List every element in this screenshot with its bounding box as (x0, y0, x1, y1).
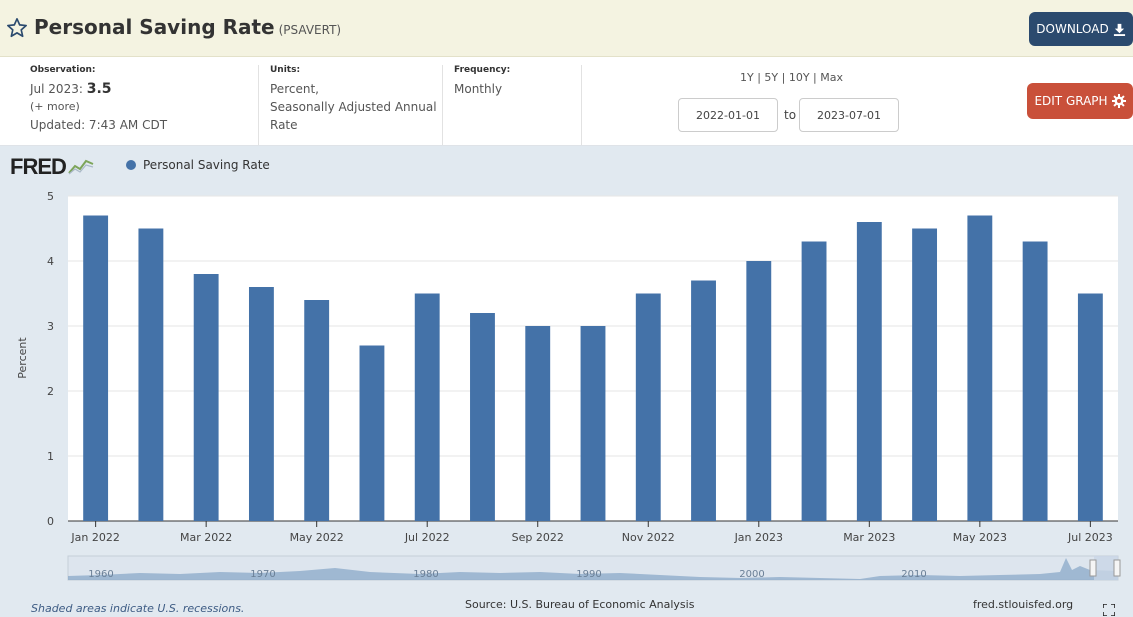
units-label: Units: (270, 65, 301, 75)
bar[interactable] (414, 293, 440, 522)
bar[interactable] (691, 280, 716, 522)
navigator-labels: 1960 1970 1980 1990 2000 2010 (88, 569, 926, 580)
bar[interactable] (470, 313, 495, 521)
y-axis-label: Percent (16, 337, 29, 379)
observation-block: Observation: Jul 2023: 3.5 (+ more) Upda… (30, 65, 250, 145)
bar[interactable] (525, 326, 551, 521)
divider (442, 65, 443, 145)
bar[interactable] (138, 228, 164, 522)
divider (258, 65, 259, 145)
x-axis: Jan 2022 Mar 2022 May 2022 Jul 2022 Sep 2022… (70, 521, 1113, 544)
legend-label: Personal Saving Rate (143, 158, 270, 172)
y-tick-label: 4 (47, 255, 54, 268)
title-bar: Personal Saving Rate (PSAVERT) DOWNLOAD (0, 0, 1133, 57)
navigator-label: 1980 (413, 569, 438, 580)
series-meta: Observation: Jul 2023: 3.5 (+ more) Upda… (0, 57, 1133, 146)
frequency-label: Frequency: (454, 65, 511, 75)
source-text: Source: U.S. Bureau of Economic Analysis (465, 598, 695, 611)
units-block: Units: Percent, Seasonally Adjusted Annu… (270, 65, 440, 145)
navigator-label: 1960 (88, 569, 113, 580)
bar[interactable] (359, 345, 385, 522)
edit-graph-button[interactable]: EDIT GRAPH (1027, 83, 1133, 119)
x-tick-label: May 2022 (290, 531, 344, 544)
recession-note: Shaded areas indicate U.S. recessions. (31, 602, 245, 615)
site-link[interactable]: fred.stlouisfed.org (973, 598, 1074, 611)
observation-date: Jul 2023: (30, 82, 83, 96)
chart-area: FRED Personal Saving Rate 0 1 2 3 4 5 Jan 202… (0, 146, 1133, 617)
observation-value: 3.5 (86, 81, 112, 97)
range-links[interactable]: 1Y | 5Y | 10Y | Max (740, 71, 843, 84)
bar[interactable] (746, 261, 772, 521)
download-label: DOWNLOAD (1036, 22, 1109, 36)
fred-logo-text: FRED (10, 154, 67, 179)
x-tick-label: Jan 2023 (734, 531, 783, 544)
logo-chart-icon (68, 159, 94, 175)
bar[interactable] (912, 228, 938, 522)
download-icon (1113, 23, 1125, 36)
y-tick-label: 2 (47, 385, 54, 398)
y-tick-label: 3 (47, 320, 54, 333)
x-tick-label: Jul 2023 (1067, 531, 1113, 544)
bar[interactable] (193, 274, 219, 521)
bar[interactable] (304, 300, 330, 521)
bar[interactable] (1022, 241, 1048, 522)
x-tick-label: Sep 2022 (512, 531, 564, 544)
series-title: Personal Saving Rate (34, 15, 275, 39)
gear-icon (1111, 94, 1126, 108)
x-tick-label: Jan 2022 (70, 531, 119, 544)
navigator-label: 2010 (901, 569, 926, 580)
page-title: Personal Saving Rate (PSAVERT) (34, 15, 341, 39)
to-label: to (784, 108, 797, 122)
x-tick-label: Nov 2022 (622, 531, 675, 544)
chart-legend[interactable]: Personal Saving Rate (126, 158, 270, 172)
bar[interactable] (580, 326, 606, 521)
updated-time: Updated: 7:43 AM CDT (30, 118, 168, 132)
bar[interactable] (248, 287, 274, 521)
x-tick-label: Mar 2023 (843, 531, 895, 544)
navigator-handle-left[interactable] (1089, 559, 1097, 577)
navigator-label: 2000 (739, 569, 764, 580)
navigator-handle-right[interactable] (1113, 559, 1121, 577)
y-axis: 0 1 2 3 4 5 (47, 190, 54, 528)
more-link[interactable]: (+ more) (30, 100, 80, 113)
x-tick-label: Mar 2022 (180, 531, 232, 544)
divider (581, 65, 582, 145)
end-date-input[interactable]: 2023-07-01 (799, 98, 899, 132)
navigator-label: 1970 (250, 569, 275, 580)
units-line: Seasonally Adjusted Annual (270, 100, 437, 114)
bar[interactable] (635, 293, 661, 522)
bar[interactable] (801, 241, 827, 522)
legend-marker (126, 160, 136, 170)
fred-logo[interactable]: FRED (10, 154, 94, 180)
x-tick-label: May 2023 (953, 531, 1007, 544)
star-icon[interactable] (6, 17, 28, 39)
frequency-block: Frequency: Monthly (454, 65, 574, 145)
expand-icon[interactable] (1103, 604, 1115, 616)
units-line: Percent, (270, 82, 319, 96)
series-id: (PSAVERT) (278, 23, 342, 37)
bar[interactable] (83, 215, 109, 522)
observation-label: Observation: (30, 65, 96, 75)
frequency-value: Monthly (454, 82, 503, 96)
x-tick-label: Jul 2022 (404, 531, 450, 544)
edit-graph-label: EDIT GRAPH (1034, 94, 1108, 108)
bar[interactable] (967, 215, 993, 522)
bar[interactable] (856, 222, 882, 521)
navigator-label: 1990 (576, 569, 601, 580)
bar-chart: 0 1 2 3 4 5 Jan 2022 Mar 2022 May 2022 Jul 2022 S… (16, 190, 1121, 581)
units-line: Rate (270, 118, 298, 132)
bars (83, 215, 1103, 522)
y-tick-label: 1 (47, 450, 54, 463)
start-date-input[interactable]: 2022-01-01 (678, 98, 778, 132)
bar[interactable] (1077, 293, 1103, 522)
range-navigator[interactable]: 1960 1970 1980 1990 2000 2010 (67, 555, 1121, 581)
download-button[interactable]: DOWNLOAD (1029, 12, 1133, 46)
y-tick-label: 0 (47, 515, 54, 528)
navigator-series (68, 558, 1118, 580)
y-tick-label: 5 (47, 190, 54, 203)
